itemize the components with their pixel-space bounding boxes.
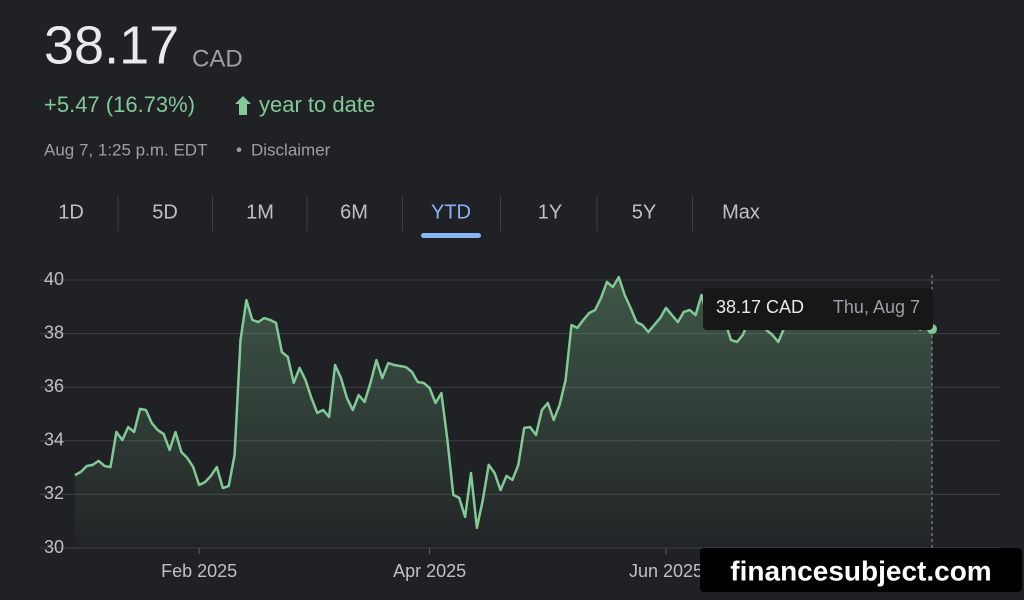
tab[interactable]: 5D bbox=[152, 201, 178, 223]
x-tick-label: Apr 2025 bbox=[393, 561, 466, 581]
tab[interactable]: 1Y bbox=[538, 201, 562, 223]
tooltip-box bbox=[703, 288, 933, 330]
arrow-icon bbox=[235, 96, 251, 115]
watermark: financesubject.com bbox=[730, 555, 991, 586]
tab[interactable]: 1D bbox=[58, 201, 84, 223]
tooltip-date: Thu, Aug 7 bbox=[833, 297, 920, 317]
x-tick-label: Feb 2025 bbox=[161, 561, 237, 581]
currency: CAD bbox=[192, 45, 243, 72]
up-arrow bbox=[235, 96, 251, 115]
disclaimer[interactable]: Disclaimer bbox=[251, 140, 331, 159]
watermark-box bbox=[700, 548, 1022, 592]
y-tick-label: 40 bbox=[44, 269, 64, 289]
tab[interactable]: 5Y bbox=[632, 201, 656, 223]
tab[interactable]: Max bbox=[722, 201, 760, 223]
tab[interactable]: 6M bbox=[340, 201, 368, 223]
separator-dot: • bbox=[236, 140, 242, 159]
price: 38.17 bbox=[44, 15, 179, 75]
y-tick-label: 38 bbox=[44, 322, 64, 342]
x-tick-label: Jun 2025 bbox=[629, 561, 703, 581]
y-tick-label: 32 bbox=[44, 483, 64, 503]
area bbox=[75, 277, 932, 548]
tabs: 1D 5D 1M 6M YTD 1Y 5Y Max bbox=[58, 196, 760, 238]
tab[interactable]: YTD bbox=[431, 201, 471, 223]
period: year to date bbox=[259, 92, 375, 117]
tab[interactable]: 1M bbox=[246, 201, 274, 223]
y-tick-label: 36 bbox=[44, 376, 64, 396]
tab-indicator bbox=[421, 233, 481, 238]
y-tick-label: 30 bbox=[44, 537, 64, 557]
change: +5.47 (16.73%) bbox=[44, 92, 195, 117]
tooltip-value: 38.17 CAD bbox=[716, 297, 804, 317]
y-tick-label: 34 bbox=[44, 430, 64, 450]
timestamp: Aug 7, 1:25 p.m. EDT bbox=[44, 140, 207, 159]
